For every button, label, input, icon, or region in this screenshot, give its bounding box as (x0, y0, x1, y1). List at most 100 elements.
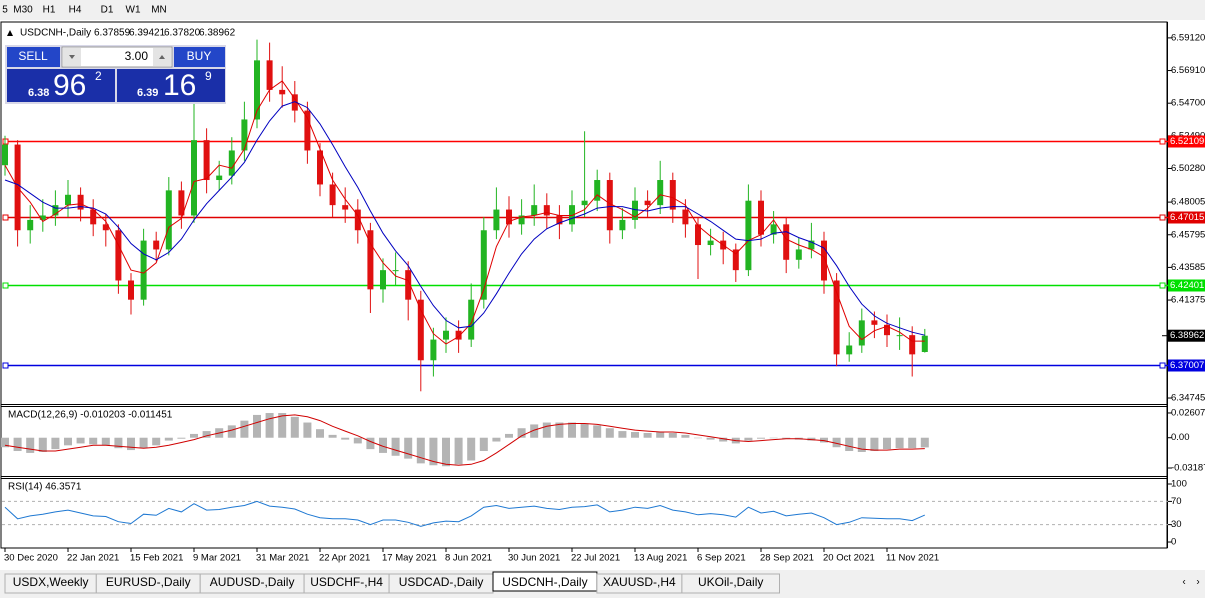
candle-body (191, 140, 197, 216)
y-tick-label: 6.56910 (1171, 65, 1205, 76)
sell-label[interactable]: SELL (18, 49, 48, 63)
sell-button[interactable] (7, 47, 60, 67)
toolbar-label[interactable]: 5 (2, 5, 8, 16)
toolbar-button[interactable] (62, 1, 88, 19)
toolbar-button[interactable] (10, 1, 36, 19)
macd-bar (757, 437, 765, 439)
tab-label[interactable]: USDCNH-,Daily (502, 575, 587, 589)
macd-bar (668, 432, 677, 438)
current-price-label: 6.38962 (1170, 330, 1204, 341)
candle-body (291, 94, 298, 111)
toolbar-label[interactable]: D1 (101, 5, 114, 16)
y-tick-label: 6.48005 (1171, 197, 1205, 208)
toolbar-label[interactable]: H1 (43, 5, 56, 16)
x-tick-label: 22 Jan 2021 (67, 553, 119, 564)
level-label-box (1168, 359, 1205, 372)
tab-label[interactable]: USDX,Weekly (13, 575, 89, 589)
buy-label[interactable]: BUY (187, 49, 212, 63)
candle-body (682, 209, 689, 225)
candle-body (367, 230, 374, 290)
macd-bar (883, 437, 891, 450)
y-tick-label: 6.43585 (1171, 262, 1205, 273)
candle-body (758, 200, 764, 235)
collapse-icon[interactable] (7, 30, 13, 36)
tab-scroll[interactable]: ‹ (1182, 577, 1185, 588)
buy-price-big: 6.39 (137, 87, 158, 99)
macd-bar (202, 431, 211, 438)
tab-label[interactable]: UKOil-,Daily (698, 575, 763, 589)
sell-point: 2 (95, 69, 102, 83)
level-anchor (2, 214, 9, 221)
macd-bar (404, 437, 413, 459)
macd-bar (316, 429, 324, 438)
x-tick-label: 22 Apr 2021 (319, 553, 370, 564)
tab-scroll[interactable]: › (1196, 577, 1199, 588)
candle-body (317, 150, 323, 185)
level-label-box (1168, 135, 1205, 148)
candle-body (405, 270, 412, 300)
tab-label[interactable]: USDCAD-,Daily (399, 575, 484, 589)
spin-icon (159, 55, 165, 59)
macd-bar (870, 437, 879, 452)
macd-bar (568, 422, 576, 438)
x-tick-label: 9 Mar 2021 (193, 553, 241, 564)
candle-body (543, 205, 550, 216)
candle-body (506, 209, 512, 225)
toolbar-button[interactable] (120, 1, 146, 19)
candle-body (392, 270, 399, 272)
toolbar-label[interactable]: H4 (69, 5, 82, 16)
macd-bar (391, 437, 400, 456)
macd-bar (479, 437, 488, 452)
candle-body (619, 219, 626, 231)
toolbar-button[interactable] (146, 1, 172, 19)
toolbar-button[interactable] (94, 1, 120, 19)
buy-button[interactable] (174, 47, 225, 67)
lots-field[interactable] (61, 46, 173, 68)
macd-bar (253, 414, 261, 438)
candle-body (468, 299, 475, 340)
candle-body (695, 224, 701, 246)
tab[interactable] (681, 573, 781, 594)
macd-bar (442, 437, 450, 467)
candle-body (165, 190, 172, 250)
candle-body (2, 144, 8, 166)
macd-bar (1, 437, 9, 448)
macd-bar (366, 437, 375, 450)
x-tick-label: 17 May 2021 (382, 553, 437, 564)
candle-body (455, 330, 462, 340)
macd-bar (920, 437, 929, 448)
toolbar-label[interactable]: W1 (126, 5, 141, 16)
candle-body (770, 224, 777, 235)
tab-label[interactable]: AUDUSD-,Daily (210, 575, 295, 589)
toolbar-label[interactable]: M30 (13, 5, 33, 16)
toolbar-button[interactable] (36, 1, 62, 19)
candle-body (921, 335, 928, 353)
tab-label[interactable]: EURUSD-,Daily (106, 575, 191, 589)
candle-body (480, 230, 487, 300)
y-tick-label: 0.00 (1171, 432, 1190, 443)
toolbar-button[interactable] (0, 1, 10, 19)
buy-price-box[interactable] (117, 69, 225, 102)
chart-title: USDCNH-,Daily (20, 28, 91, 39)
candle-body (228, 150, 235, 176)
x-tick-label: 8 Jun 2021 (445, 553, 492, 564)
candle-body (531, 205, 538, 216)
macd-bar (328, 434, 337, 438)
macd-bar (38, 437, 47, 452)
macd-bar (593, 425, 602, 438)
tab-label[interactable]: XAUUSD-,H4 (603, 575, 676, 589)
x-tick-label: 22 Jul 2021 (571, 553, 620, 564)
x-tick-label: 13 Aug 2021 (634, 553, 687, 564)
sell-price-box[interactable] (7, 69, 115, 102)
spin-icon (69, 55, 75, 59)
tab-label[interactable]: USDCHF-,H4 (310, 575, 383, 589)
macd-title: MACD(12,26,9) -0.010203 -0.011451 (8, 410, 173, 421)
ohlc-value: 6.38962 (199, 28, 236, 39)
macd-bar (908, 437, 917, 449)
lots-value[interactable]: 3.00 (125, 49, 149, 63)
y-tick-label: 70 (1171, 496, 1182, 507)
toolbar-label[interactable]: MN (151, 5, 167, 16)
candle-body (556, 215, 563, 225)
